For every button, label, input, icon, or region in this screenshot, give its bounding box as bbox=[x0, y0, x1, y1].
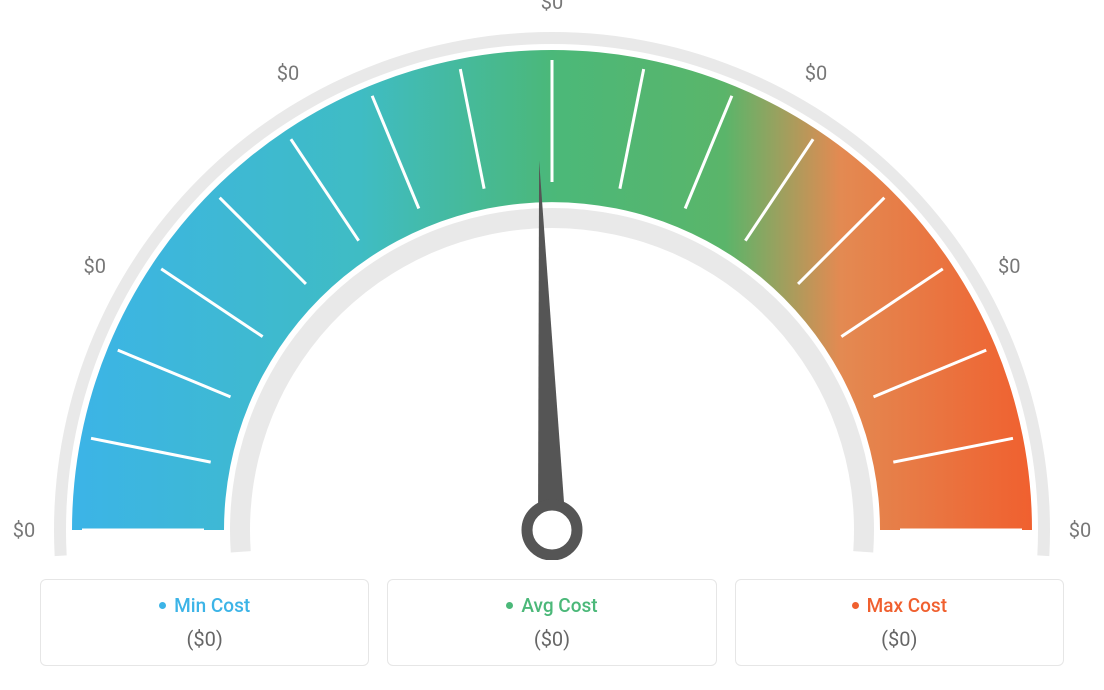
legend-value-min: ($0) bbox=[51, 627, 358, 651]
gauge-tick-label: $0 bbox=[805, 61, 827, 85]
legend-box-avg: Avg Cost ($0) bbox=[387, 579, 716, 666]
legend-label-min: Min Cost bbox=[159, 594, 250, 617]
cost-gauge-figure: $0 $0 $0 $0 $0 $0 $0 Min Cost ($0) Avg Cost ($… bbox=[0, 0, 1104, 690]
dot-icon bbox=[506, 602, 513, 609]
dot-icon bbox=[852, 602, 859, 609]
legend-box-min: Min Cost ($0) bbox=[40, 579, 369, 666]
legend-label-max: Max Cost bbox=[852, 594, 947, 617]
legend-text: Max Cost bbox=[867, 594, 947, 617]
legend-label-avg: Avg Cost bbox=[506, 594, 597, 617]
gauge-tick-label: $0 bbox=[1069, 518, 1091, 542]
gauge-tick-label: $0 bbox=[541, 0, 563, 14]
gauge-tick-label: $0 bbox=[277, 61, 299, 85]
legend-row: Min Cost ($0) Avg Cost ($0) Max Cost ($0… bbox=[40, 579, 1064, 666]
legend-box-max: Max Cost ($0) bbox=[735, 579, 1064, 666]
legend-value-max: ($0) bbox=[746, 627, 1053, 651]
dot-icon bbox=[159, 602, 166, 609]
legend-text: Min Cost bbox=[174, 594, 250, 617]
gauge-tick-label: $0 bbox=[83, 254, 105, 278]
gauge-tick-label: $0 bbox=[998, 254, 1020, 278]
legend-text: Avg Cost bbox=[521, 594, 597, 617]
legend-value-avg: ($0) bbox=[398, 627, 705, 651]
gauge-chart bbox=[0, 0, 1104, 560]
gauge-tick-label: $0 bbox=[13, 518, 35, 542]
